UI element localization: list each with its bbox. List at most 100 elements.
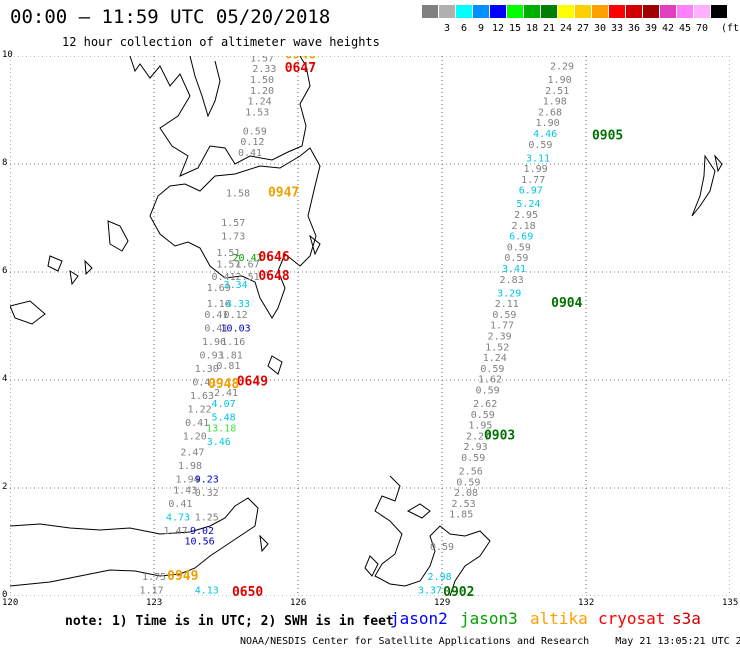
wave-height-value: 1.47	[164, 526, 188, 537]
wave-height-value: 0.32	[195, 488, 219, 499]
wave-height-value: 0.81	[216, 361, 240, 372]
track-time-label: 0647	[285, 61, 316, 76]
lon-tick-label: 135	[722, 598, 739, 608]
wave-height-value: 3.34	[224, 280, 248, 291]
legend-label: 18	[525, 23, 539, 34]
wave-height-value: 1.95	[468, 421, 492, 432]
wave-height-value: 1.53	[245, 107, 269, 118]
legend-swatch	[592, 5, 609, 18]
lat-tick-label: 8	[2, 158, 8, 168]
wave-height-value: 0.59	[243, 126, 267, 137]
wave-height-value: 0.59	[430, 542, 454, 553]
legend-label: 9	[477, 23, 485, 34]
lon-tick-label: 120	[2, 598, 19, 608]
legend-swatch	[575, 5, 592, 18]
wave-height-value: 2.51	[545, 86, 569, 97]
wave-height-value: 0.41	[212, 272, 236, 283]
wave-height-value: 1.30	[195, 364, 219, 375]
legend-label: 33	[610, 23, 624, 34]
track-time-label: 0904	[551, 296, 582, 311]
legend-swatch	[524, 5, 541, 18]
wave-height-value: 20.42	[233, 253, 263, 264]
legend-swatch	[541, 5, 558, 18]
wave-height-value: 4.73	[166, 512, 190, 523]
wave-height-value: 1.63	[190, 391, 214, 402]
wave-height-value: 10.56	[185, 537, 215, 548]
wave-height-value: 1.25	[195, 512, 219, 523]
wave-height-value: 1.43	[173, 485, 197, 496]
lon-tick-label: 126	[290, 598, 307, 608]
wave-height-value: 4.46	[533, 129, 557, 140]
lat-tick-label: 0	[2, 590, 8, 600]
wave-height-value: 1.20	[250, 86, 274, 97]
satellite-jason3: jason3	[460, 609, 518, 628]
wave-height-value: 1.24	[483, 353, 507, 364]
wave-height-value: 2.51	[236, 272, 260, 283]
legend-swatch	[439, 5, 456, 18]
legend-label: 70	[695, 23, 709, 34]
lon-tick-label: 123	[146, 598, 163, 608]
wave-height-value: 3.41	[502, 264, 526, 275]
legend-swatch	[507, 5, 524, 18]
legend-label: 42	[661, 23, 675, 34]
legend-swatch	[422, 5, 439, 18]
wave-height-value: 1.57	[250, 56, 274, 64]
wave-height-value: 0.59	[471, 410, 495, 421]
legend-label: 36	[627, 23, 641, 34]
map-canvas: 1.572.331.501.201.241.530.590.120.411.58…	[9, 48, 731, 600]
lat-tick-label: 6	[2, 266, 8, 276]
page-title: 00:00 — 11:59 UTC 05/20/2018	[10, 6, 331, 28]
wave-height-value: 3.37	[418, 585, 442, 596]
legend-label: 39	[644, 23, 658, 34]
track-time-label: 0949	[167, 569, 198, 584]
legend-label: 27	[576, 23, 590, 34]
legend-swatch	[558, 5, 575, 18]
wave-height-value: 0.12	[224, 310, 248, 321]
wave-height-value: 6.97	[519, 186, 543, 197]
lon-tick-label: 132	[578, 598, 595, 608]
legend-swatch	[660, 5, 677, 18]
wave-height-value: 1.16	[207, 299, 231, 310]
wave-height-value: 1.77	[490, 321, 514, 332]
wave-height-value: 2.95	[514, 210, 538, 221]
wave-height-value: 2.68	[538, 107, 562, 118]
wave-height-value: 0.41	[192, 377, 216, 388]
wave-height-value: 0.59	[507, 242, 531, 253]
wave-height-value: 4.33	[226, 299, 250, 310]
legend-label: 12	[491, 23, 505, 34]
credit-timestamp: May 21 13:05:21 UTC 2018	[615, 636, 740, 647]
wave-height-value: 2.33	[252, 64, 276, 75]
map-panel: 1.57 2.33 1.50 1.20 1.24 1.53 0.59 0.12 0.41 1.58…	[9, 48, 731, 600]
legend-swatch	[643, 5, 660, 18]
track-time-label: 0948	[208, 377, 239, 392]
wave-height-value: 9.02	[190, 526, 214, 537]
track-time-label: 0649	[237, 374, 268, 389]
wave-height-value: 2.62	[473, 399, 497, 410]
track-time-label: 0903	[484, 428, 515, 443]
wave-height-value: 1.69	[207, 283, 231, 294]
wave-height-value: 3.11	[526, 153, 550, 164]
wave-height-value: 1.16	[221, 337, 245, 348]
footer-credit: NOAA/NESDIS Center for Satellite Applica…	[240, 636, 740, 647]
wave-height-value: 4.07	[212, 399, 236, 410]
wave-height-value: 1.77	[521, 175, 545, 186]
satellite-jason2: jason2	[390, 609, 448, 628]
footer-note: note: 1) Time is in UTC; 2) SWH is in fe…	[65, 614, 394, 629]
wave-height-value: 4.13	[195, 585, 219, 596]
wave-height-value: 1.73	[221, 232, 245, 243]
track-time-label: 0902	[443, 585, 474, 596]
wave-height-value: 1.81	[219, 350, 243, 361]
wave-height-value: 2.08	[454, 488, 478, 499]
satellite-altika: altika	[530, 609, 588, 628]
wave-height-value: 0.59	[504, 253, 528, 264]
wave-height-value: 2.93	[464, 442, 488, 453]
wave-height-value: 0.93	[200, 350, 224, 361]
wave-height-value: 5.24	[516, 199, 540, 210]
wave-height-value: 2.98	[428, 572, 452, 583]
wave-height-value: 1.85	[449, 510, 473, 521]
wave-height-value: 1.58	[226, 188, 250, 199]
wave-height-value: 1.22	[188, 404, 212, 415]
credit-org: NOAA/NESDIS Center for Satellite Applica…	[240, 636, 590, 647]
wave-height-value: 0.41	[204, 310, 228, 321]
legend-swatch	[473, 5, 490, 18]
